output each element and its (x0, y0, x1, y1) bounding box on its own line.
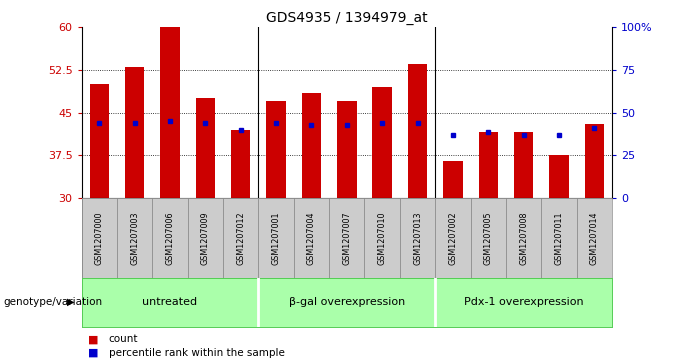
FancyBboxPatch shape (541, 198, 577, 278)
FancyBboxPatch shape (223, 198, 258, 278)
Bar (196, 98, 215, 198)
Text: ▶: ▶ (67, 297, 75, 307)
Text: GSM1207013: GSM1207013 (413, 211, 422, 265)
Bar (160, 27, 180, 198)
Text: GSM1207005: GSM1207005 (483, 211, 493, 265)
Bar (125, 67, 144, 198)
Text: untreated: untreated (142, 297, 198, 307)
Text: ■: ■ (88, 348, 99, 358)
Bar (302, 93, 321, 198)
FancyBboxPatch shape (364, 198, 400, 278)
FancyBboxPatch shape (258, 198, 294, 278)
Text: GSM1207000: GSM1207000 (95, 211, 104, 265)
Text: GSM1207012: GSM1207012 (236, 211, 245, 265)
FancyBboxPatch shape (117, 198, 152, 278)
Text: ■: ■ (88, 334, 99, 344)
Text: GSM1207011: GSM1207011 (554, 211, 564, 265)
FancyBboxPatch shape (152, 198, 188, 278)
FancyBboxPatch shape (471, 198, 506, 278)
Bar (231, 130, 250, 198)
Text: GSM1207006: GSM1207006 (165, 211, 175, 265)
Text: count: count (109, 334, 138, 344)
FancyBboxPatch shape (577, 198, 612, 278)
Text: GSM1207009: GSM1207009 (201, 211, 210, 265)
Bar (585, 124, 604, 198)
Text: GSM1207004: GSM1207004 (307, 211, 316, 265)
FancyBboxPatch shape (506, 198, 541, 278)
Bar (479, 132, 498, 198)
Bar (443, 161, 462, 198)
Text: percentile rank within the sample: percentile rank within the sample (109, 348, 285, 358)
Text: genotype/variation: genotype/variation (3, 297, 103, 307)
Bar (373, 87, 392, 198)
Bar (514, 132, 533, 198)
Text: Pdx-1 overexpression: Pdx-1 overexpression (464, 297, 583, 307)
Text: β-gal overexpression: β-gal overexpression (289, 297, 405, 307)
Text: GSM1207014: GSM1207014 (590, 211, 599, 265)
Text: GSM1207008: GSM1207008 (519, 211, 528, 265)
FancyBboxPatch shape (188, 198, 223, 278)
Title: GDS4935 / 1394979_at: GDS4935 / 1394979_at (266, 11, 428, 25)
Bar (549, 155, 568, 198)
Bar (408, 64, 427, 198)
FancyBboxPatch shape (329, 198, 364, 278)
Text: GSM1207002: GSM1207002 (448, 211, 458, 265)
Bar (90, 84, 109, 198)
FancyBboxPatch shape (435, 198, 471, 278)
FancyBboxPatch shape (294, 198, 329, 278)
Text: GSM1207003: GSM1207003 (130, 211, 139, 265)
Bar (337, 101, 356, 198)
Text: GSM1207001: GSM1207001 (271, 211, 281, 265)
FancyBboxPatch shape (82, 198, 117, 278)
Text: GSM1207010: GSM1207010 (377, 211, 387, 265)
FancyBboxPatch shape (400, 198, 435, 278)
Text: GSM1207007: GSM1207007 (342, 211, 352, 265)
Bar (267, 101, 286, 198)
